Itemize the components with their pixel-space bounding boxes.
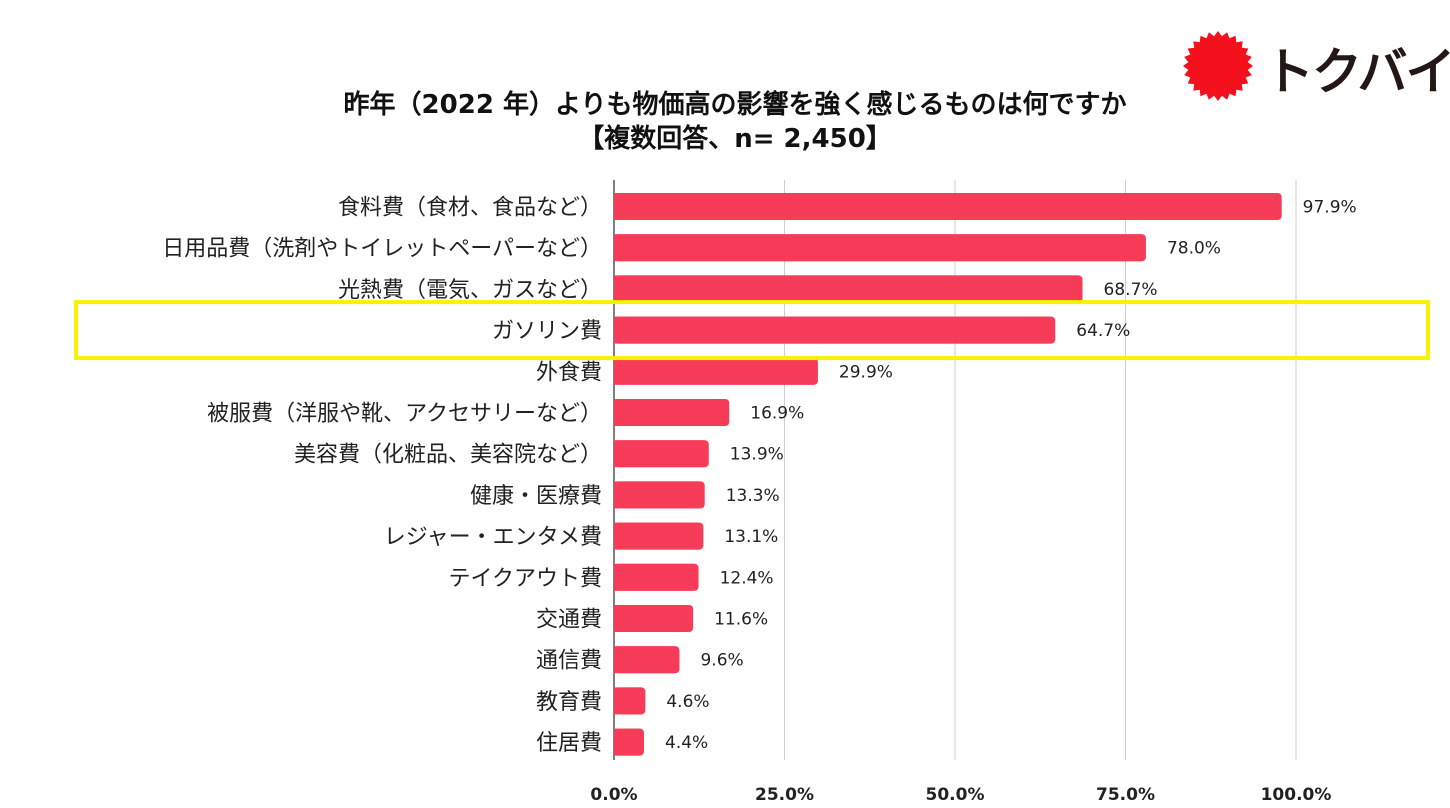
bar-cap — [614, 316, 1056, 344]
value-label: 29.9% — [839, 362, 893, 382]
category-label: 通信費 — [536, 649, 602, 674]
bar-cap — [614, 728, 645, 756]
chart-title: 昨年（2022 年）よりも物価高の影響を強く感じるものは何ですか — [343, 90, 1127, 120]
bar-cap — [614, 687, 646, 715]
category-label: 外食費 — [536, 360, 602, 385]
value-label: 64.7% — [1076, 321, 1130, 341]
x-tick-label: 75.0% — [1096, 785, 1155, 805]
bars — [614, 193, 1282, 756]
tokubai-logo: トクバイ — [1182, 30, 1450, 102]
logo-burst-icon — [1183, 31, 1253, 101]
value-label: 13.9% — [730, 445, 784, 465]
grid-lines — [613, 180, 1297, 760]
category-label: テイクアウト費 — [448, 566, 602, 591]
chart-title-block: 昨年（2022 年）よりも物価高の影響を強く感じるものは何ですか 【複数回答、n… — [0, 88, 1450, 156]
category-label: 食料費（食材、食品など） — [338, 196, 602, 221]
value-label: 13.3% — [726, 486, 780, 506]
value-label: 11.6% — [714, 610, 768, 630]
logo-text: トクバイ — [1264, 43, 1450, 101]
chart-subtitle: 【複数回答、n= 2,450】 — [578, 124, 892, 154]
bar-cap — [614, 357, 818, 385]
x-tick-label: 0.0% — [590, 785, 637, 805]
category-label: 被服費（洋服や靴、アクセサリーなど） — [207, 402, 602, 427]
bar-cap — [614, 563, 699, 591]
category-label: 美容費（化粧品、美容院など） — [294, 443, 602, 468]
category-label: 健康・医療費 — [470, 484, 602, 509]
logo-burst-shape — [1183, 31, 1253, 101]
bar-cap — [614, 234, 1146, 262]
category-label: 光熱費（電気、ガスなど） — [338, 278, 602, 303]
value-label: 13.1% — [724, 527, 778, 547]
value-label: 16.9% — [750, 404, 804, 424]
value-label: 97.9% — [1303, 198, 1357, 218]
category-label: レジャー・エンタメ費 — [384, 525, 602, 550]
bar-cap — [614, 481, 705, 509]
x-tick-label: 100.0% — [1261, 785, 1332, 805]
bar-cap — [614, 522, 704, 550]
category-label: 住居費 — [536, 731, 602, 756]
bar-cap — [614, 193, 1282, 220]
highlight-box — [74, 300, 1430, 361]
bar-cap — [614, 646, 680, 674]
bar-cap — [614, 605, 694, 632]
bar-cap — [614, 399, 730, 426]
value-label: 4.4% — [665, 733, 708, 753]
category-label: ガソリン費 — [492, 319, 602, 344]
highlight-layer — [74, 300, 1430, 361]
x-tick-label: 50.0% — [926, 785, 985, 805]
category-label: 教育費 — [536, 690, 602, 715]
x-axis-ticks: 0.0% 25.0% 50.0% 75.0% 100.0% — [590, 785, 1331, 805]
category-label: 日用品費（洗剤やトイレットペーパーなど） — [162, 237, 602, 262]
bar-cap — [614, 275, 1083, 303]
value-label: 4.6% — [666, 692, 709, 712]
value-label: 9.6% — [700, 651, 743, 671]
labels: 食料費（食材、食品など） 97.9% 日用品費（洗剤やトイレットペーパーなど） 78.… — [162, 196, 1356, 757]
value-label: 12.4% — [720, 568, 774, 588]
category-label: 交通費 — [536, 608, 602, 633]
value-label: 68.7% — [1104, 280, 1158, 300]
bar-cap — [614, 440, 709, 468]
x-tick-label: 25.0% — [755, 785, 814, 805]
value-label: 78.0% — [1167, 239, 1221, 259]
